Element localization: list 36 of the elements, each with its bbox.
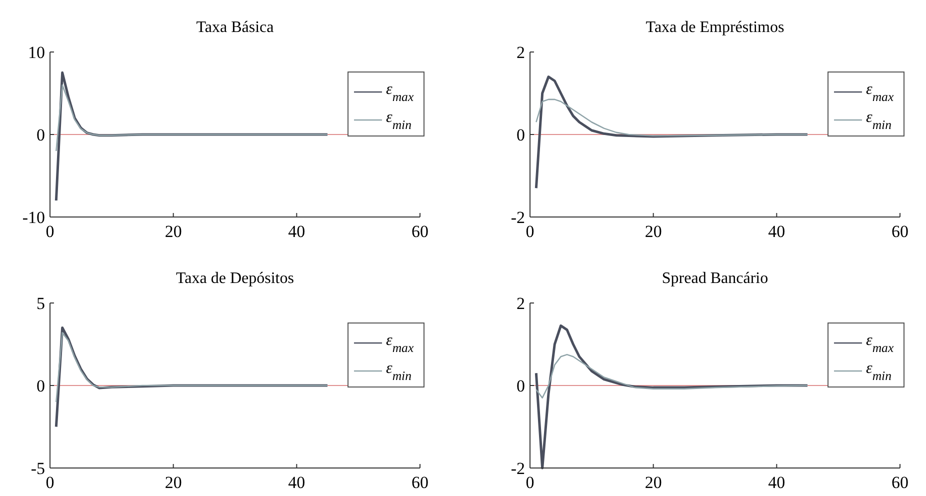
x-tick-label: 20 bbox=[644, 222, 662, 241]
y-tick-label: -2 bbox=[510, 208, 525, 227]
y-tick-label: 0 bbox=[36, 376, 45, 396]
x-tick-label: 60 bbox=[892, 222, 908, 241]
x-tick-label: 60 bbox=[412, 222, 428, 241]
y-tick-label: 10 bbox=[28, 42, 45, 62]
chart-title: Taxa de Empréstimos bbox=[646, 19, 784, 36]
legend-label: ε$_{max}$ bbox=[866, 332, 894, 355]
y-tick-label: -10 bbox=[22, 208, 45, 227]
legend-label: ε$_{min}$ bbox=[386, 360, 412, 383]
x-tick-label: 40 bbox=[288, 473, 306, 492]
x-tick-label: 40 bbox=[768, 222, 786, 241]
x-tick-label: 40 bbox=[768, 473, 786, 492]
y-tick-label: 2 bbox=[516, 42, 525, 62]
x-tick-label: 20 bbox=[164, 222, 182, 241]
y-tick-label: -2 bbox=[510, 458, 525, 478]
x-tick-label: 60 bbox=[412, 473, 428, 492]
legend-label: ε$_{min}$ bbox=[866, 109, 892, 132]
legend-label: ε$_{min}$ bbox=[386, 109, 412, 132]
y-tick-label: 0 bbox=[516, 125, 525, 144]
chart-title: Taxa Básica bbox=[196, 19, 274, 36]
legend-label: ε$_{max}$ bbox=[386, 332, 414, 355]
y-tick-label: 0 bbox=[36, 125, 45, 144]
legend-label: ε$_{max}$ bbox=[386, 81, 414, 104]
legend-label: ε$_{max}$ bbox=[866, 81, 894, 104]
y-tick-label: 5 bbox=[36, 294, 45, 313]
y-tick-label: 2 bbox=[516, 294, 525, 313]
y-tick-label: -5 bbox=[30, 458, 45, 478]
chart-title: Spread Bancário bbox=[662, 270, 768, 287]
x-tick-label: 20 bbox=[164, 473, 182, 492]
chart-title: Taxa de Depósitos bbox=[176, 270, 294, 287]
x-tick-label: 60 bbox=[892, 473, 908, 492]
legend-label: ε$_{min}$ bbox=[866, 360, 892, 383]
x-tick-label: 20 bbox=[644, 473, 662, 492]
x-tick-label: 40 bbox=[288, 222, 306, 241]
y-tick-label: 0 bbox=[516, 376, 525, 396]
